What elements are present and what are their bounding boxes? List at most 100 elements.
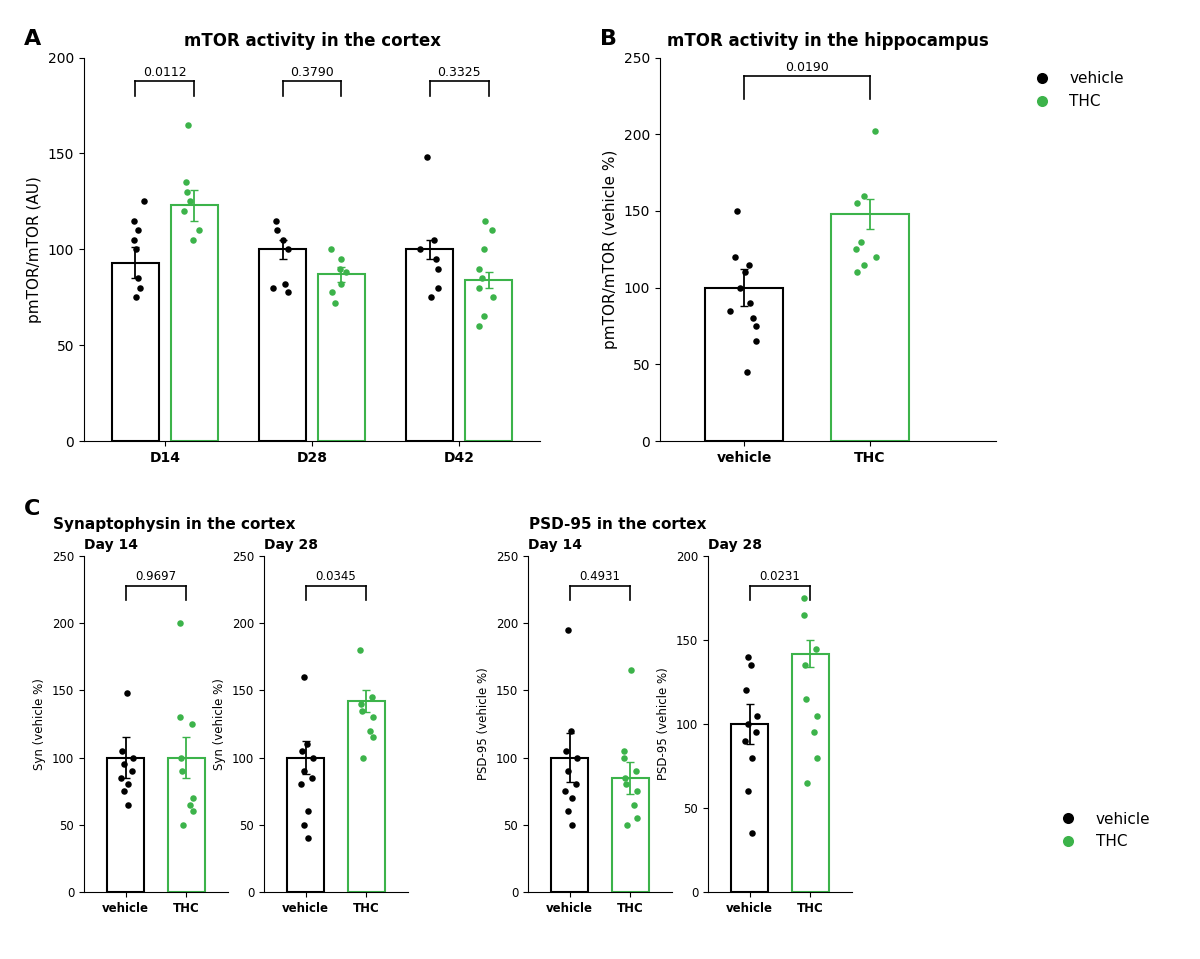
Point (178, 184, 197, 199)
Point (304, 750, 323, 765)
Point (302, 770, 322, 785)
Point (276, 276, 295, 292)
Point (796, 658, 815, 673)
Point (170, 710, 190, 725)
Point (424, 232, 443, 247)
Point (743, 826, 762, 841)
Point (734, 265, 754, 280)
Point (806, 641, 826, 656)
Text: Day 28: Day 28 (264, 538, 318, 552)
Point (854, 188, 874, 203)
Text: A: A (24, 29, 41, 49)
Y-axis label: pmTOR/mTOR (AU): pmTOR/mTOR (AU) (28, 175, 42, 323)
Point (131, 280, 150, 295)
Point (322, 284, 341, 299)
Bar (112, 263, 160, 441)
Point (266, 213, 286, 228)
Point (190, 222, 209, 238)
Text: 0.0112: 0.0112 (143, 65, 187, 79)
Point (272, 232, 292, 247)
Bar (287, 758, 324, 892)
Text: 0.4931: 0.4931 (580, 570, 620, 583)
Text: Synaptophysin in the cortex: Synaptophysin in the cortex (53, 517, 295, 532)
Bar (832, 214, 908, 441)
Point (475, 242, 494, 257)
Point (865, 124, 884, 139)
Point (847, 265, 866, 280)
Point (558, 763, 577, 779)
Point (180, 797, 199, 812)
Point (846, 242, 865, 257)
Point (748, 708, 767, 723)
Y-axis label: PSD-95 (vehicle %): PSD-95 (vehicle %) (658, 667, 671, 781)
Point (469, 280, 488, 295)
Point (742, 658, 761, 673)
Point (798, 775, 817, 790)
Point (482, 222, 502, 238)
Point (746, 318, 766, 334)
Point (727, 203, 746, 219)
Point (556, 784, 575, 799)
Point (738, 784, 757, 799)
Text: C: C (24, 499, 41, 519)
Bar (170, 205, 218, 441)
Point (181, 194, 200, 209)
Point (294, 817, 313, 832)
Point (628, 810, 647, 826)
Point (725, 249, 744, 265)
Point (184, 804, 203, 819)
Point (298, 737, 317, 752)
Point (353, 703, 372, 718)
Point (352, 696, 371, 712)
Point (628, 784, 647, 799)
Point (125, 213, 144, 228)
Point (559, 622, 578, 638)
Point (134, 194, 154, 209)
Point (278, 284, 298, 299)
Title: mTOR activity in the hippocampus: mTOR activity in the hippocampus (667, 33, 989, 51)
Point (114, 784, 133, 799)
Point (128, 270, 148, 286)
Point (804, 725, 823, 740)
Bar (168, 758, 205, 892)
Point (124, 750, 143, 765)
Point (808, 708, 827, 723)
Point (737, 364, 756, 380)
Point (626, 763, 646, 779)
Point (616, 770, 635, 785)
Point (743, 750, 762, 765)
Point (294, 763, 313, 779)
Point (128, 222, 148, 238)
Point (426, 251, 445, 267)
Bar (348, 701, 385, 892)
Point (336, 265, 355, 280)
Point (739, 649, 758, 665)
Text: 0.0190: 0.0190 (785, 61, 829, 75)
Point (866, 249, 886, 265)
Point (739, 257, 758, 272)
Point (614, 750, 634, 765)
Point (113, 743, 132, 759)
Bar (318, 274, 365, 441)
Text: 0.0345: 0.0345 (316, 570, 356, 583)
Text: 0.3325: 0.3325 (437, 65, 481, 79)
Point (418, 150, 437, 165)
Text: 0.9697: 0.9697 (136, 570, 176, 583)
Point (744, 311, 763, 326)
Point (474, 309, 493, 324)
Text: 0.0231: 0.0231 (760, 570, 800, 583)
Text: Day 14: Day 14 (84, 538, 138, 552)
Point (299, 830, 318, 846)
Point (360, 723, 379, 738)
Point (268, 222, 287, 238)
Point (568, 750, 587, 765)
Point (566, 777, 586, 792)
Point (322, 242, 341, 257)
Text: 0.3790: 0.3790 (290, 65, 334, 79)
Bar (259, 249, 306, 441)
Point (174, 203, 193, 219)
Point (112, 770, 131, 785)
Point (737, 683, 756, 698)
Y-axis label: PSD-95 (vehicle %): PSD-95 (vehicle %) (478, 667, 491, 781)
Point (473, 270, 492, 286)
